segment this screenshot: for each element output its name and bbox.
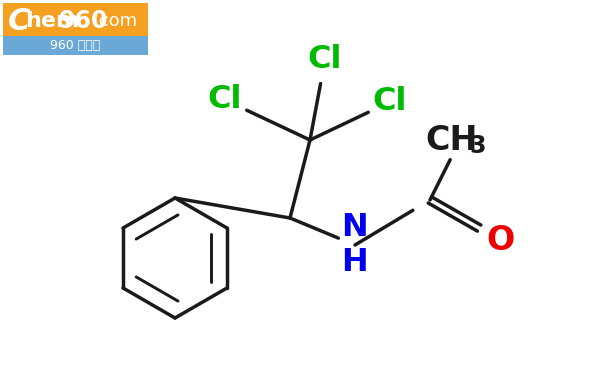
Text: Cl: Cl: [208, 84, 242, 116]
Text: H: H: [342, 247, 368, 278]
Bar: [3, 3, 148, 55]
Text: .com: .com: [93, 12, 137, 30]
Bar: [3, 36, 148, 55]
Text: Cl: Cl: [373, 87, 407, 117]
Text: 3: 3: [469, 134, 486, 158]
Text: CH: CH: [426, 123, 478, 156]
Text: hem: hem: [25, 11, 79, 31]
Text: Cl: Cl: [308, 45, 342, 75]
Text: N: N: [342, 212, 368, 243]
Text: 960: 960: [59, 9, 108, 33]
Text: O: O: [486, 224, 514, 256]
Text: 960 化工网: 960 化工网: [50, 39, 100, 52]
Text: C: C: [8, 7, 30, 36]
